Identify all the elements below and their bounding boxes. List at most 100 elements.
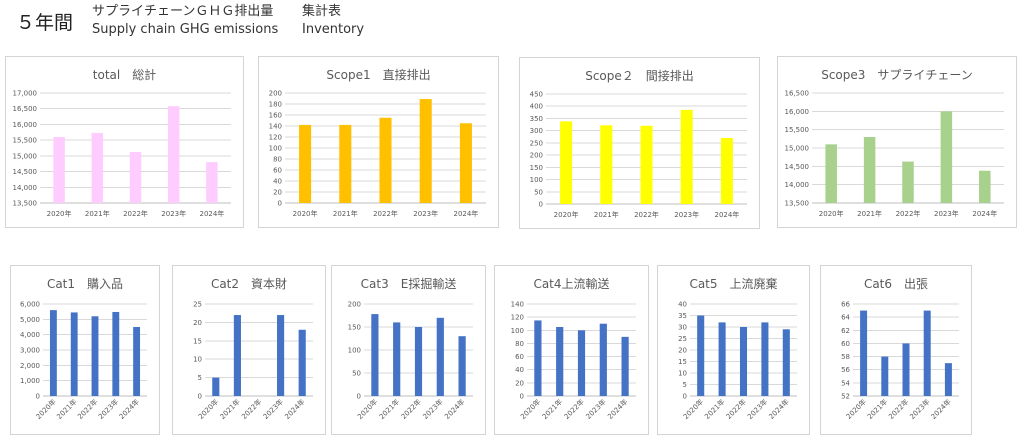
y-tick-label: 20: [273, 189, 282, 197]
x-tick-label: 2021年: [85, 209, 110, 218]
y-tick-label: 4,000: [20, 331, 40, 339]
x-tick-label: 2022年: [239, 397, 263, 421]
bar-2024年: [782, 329, 790, 396]
y-tick-label: 0: [357, 393, 361, 401]
x-tick-label: 2024年: [606, 397, 630, 421]
x-tick-label: 2020年: [47, 209, 72, 218]
y-tick-label: 25: [193, 301, 202, 309]
y-tick-label: 14,000: [785, 181, 810, 189]
chart-panel-scope3: Scope3 サプライチェーン 13,500 14,000 14,500 15,000 1…: [777, 56, 1017, 228]
bar-2020年: [53, 137, 65, 203]
y-tick-label: 25: [678, 335, 687, 343]
x-tick-label: 2024年: [767, 397, 791, 421]
x-tick-label: 2021年: [218, 397, 242, 421]
years-label: ５年間: [16, 12, 74, 34]
x-tick-label: 2021年: [333, 209, 358, 218]
x-tick-label: 2023年: [934, 209, 959, 218]
chart-panel-scope2: Scope２ 間接排出 0 50 100 150 200 250 300 350 400 450 20…: [519, 57, 760, 229]
y-tick-label: 50: [352, 370, 361, 378]
y-tick-label: 14,500: [785, 163, 810, 171]
bar-2024年: [458, 336, 466, 396]
y-tick-label: 14,000: [13, 184, 38, 192]
y-tick-label: 15,000: [785, 145, 810, 153]
bar-2020年: [560, 121, 573, 204]
y-tick-label: 250: [530, 139, 543, 147]
y-tick-label: 0: [683, 393, 687, 401]
x-tick-label: 2022年: [724, 397, 748, 421]
bar-2024年: [621, 336, 629, 396]
x-tick-label: 2022年: [886, 397, 910, 421]
y-tick-label: 35: [678, 312, 687, 320]
y-tick-label: 2,000: [20, 362, 40, 370]
x-tick-label: 2022年: [75, 397, 99, 421]
bar-2021年: [70, 312, 78, 396]
bar-2022年: [902, 343, 910, 396]
x-tick-label: 2024年: [199, 209, 224, 218]
y-tick-label: 13,500: [785, 200, 810, 208]
y-tick-label: 180: [269, 101, 282, 109]
chart-svg: Scope２ 間接排出 0 50 100 150 200 250 300 350 400 450 20…: [530, 68, 747, 219]
x-tick-label: 2020年: [681, 397, 705, 421]
bar-2023年: [680, 109, 693, 204]
chart-svg: Scope3 サプライチェーン 13,500 14,000 14,500 15,000 1…: [785, 68, 1004, 218]
x-tick-label: 2021年: [594, 210, 619, 219]
y-tick-label: 300: [530, 127, 543, 135]
bar-2021年: [718, 322, 726, 396]
x-tick-label: 2021年: [857, 209, 882, 218]
y-tick-label: 80: [273, 156, 282, 164]
bar-2023年: [419, 99, 432, 203]
bar-2021年: [339, 124, 352, 203]
x-tick-label: 2020年: [518, 397, 542, 421]
y-tick-label: 52: [841, 393, 850, 401]
x-tick-label: 2024年: [929, 397, 953, 421]
bar-2023年: [599, 323, 607, 396]
chart-svg: Cat5 上流廃棄 0 5 10 15 20 25 30 35 40 2020年2021年2022年…: [678, 276, 797, 421]
y-tick-label: 0: [278, 200, 282, 208]
y-tick-label: 20: [515, 379, 524, 387]
y-tick-label: 16,500: [785, 90, 810, 98]
x-tick-label: 2023年: [261, 397, 285, 421]
chart-title: Cat4上流輸送: [533, 276, 609, 291]
y-tick-label: 56: [841, 366, 850, 374]
y-tick-label: 3,000: [20, 347, 40, 355]
y-tick-label: 17,000: [13, 90, 38, 98]
bar-2020年: [825, 144, 837, 203]
x-tick-label: 2024年: [972, 209, 997, 218]
y-tick-label: 120: [269, 134, 282, 142]
x-tick-label: 2020年: [844, 397, 868, 421]
y-tick-label: 5: [198, 374, 202, 382]
y-tick-label: 350: [530, 115, 543, 123]
chart-svg: Cat2 資本財 0 5 10 15 20 25 2020年2021年2022年2023年20…: [193, 276, 313, 421]
x-tick-label: 2023年: [161, 209, 186, 218]
bar-2023年: [923, 310, 931, 396]
chart-title: total 総計: [93, 67, 156, 82]
bar-2020年: [49, 310, 57, 396]
bar-2022年: [129, 152, 142, 203]
x-tick-label: 2020年: [34, 397, 58, 421]
chart-panel-cat1: Cat1 購入品 0 1,000 2,000 3,000 4,000 5,000 6,000 2…: [10, 265, 160, 435]
x-tick-label: 2022年: [634, 210, 659, 219]
y-tick-label: 6,000: [20, 301, 40, 309]
y-tick-label: 14,500: [13, 168, 38, 176]
y-tick-label: 58: [841, 353, 850, 361]
bar-2020年: [371, 314, 379, 396]
y-tick-label: 400: [530, 103, 543, 111]
y-tick-label: 40: [515, 366, 524, 374]
y-tick-label: 100: [348, 347, 361, 355]
y-tick-label: 140: [269, 123, 282, 131]
x-tick-label: 2021年: [377, 397, 401, 421]
x-tick-label: 2021年: [55, 397, 79, 421]
chart-title: Cat1 購入品: [47, 277, 123, 291]
chart-title: Scope3 サプライチェーン: [821, 68, 973, 82]
chart-svg: Cat4上流輸送 0 20 40 60 80 100 120 140 2020年2021年2022…: [511, 276, 636, 421]
x-tick-label: 2023年: [421, 397, 445, 421]
x-tick-label: 2023年: [674, 210, 699, 219]
y-tick-label: 30: [678, 324, 687, 332]
x-tick-label: 2024年: [117, 397, 141, 421]
y-tick-label: 62: [841, 327, 850, 335]
bar-2023年: [436, 317, 444, 396]
chart-panel-cat5: Cat5 上流廃棄 0 5 10 15 20 25 30 35 40 2020年 2021年 2022年…: [657, 265, 810, 435]
chart-title: Scope1 直接排出: [326, 67, 430, 82]
x-tick-label: 2020年: [196, 397, 220, 421]
x-tick-label: 2024年: [453, 209, 478, 218]
